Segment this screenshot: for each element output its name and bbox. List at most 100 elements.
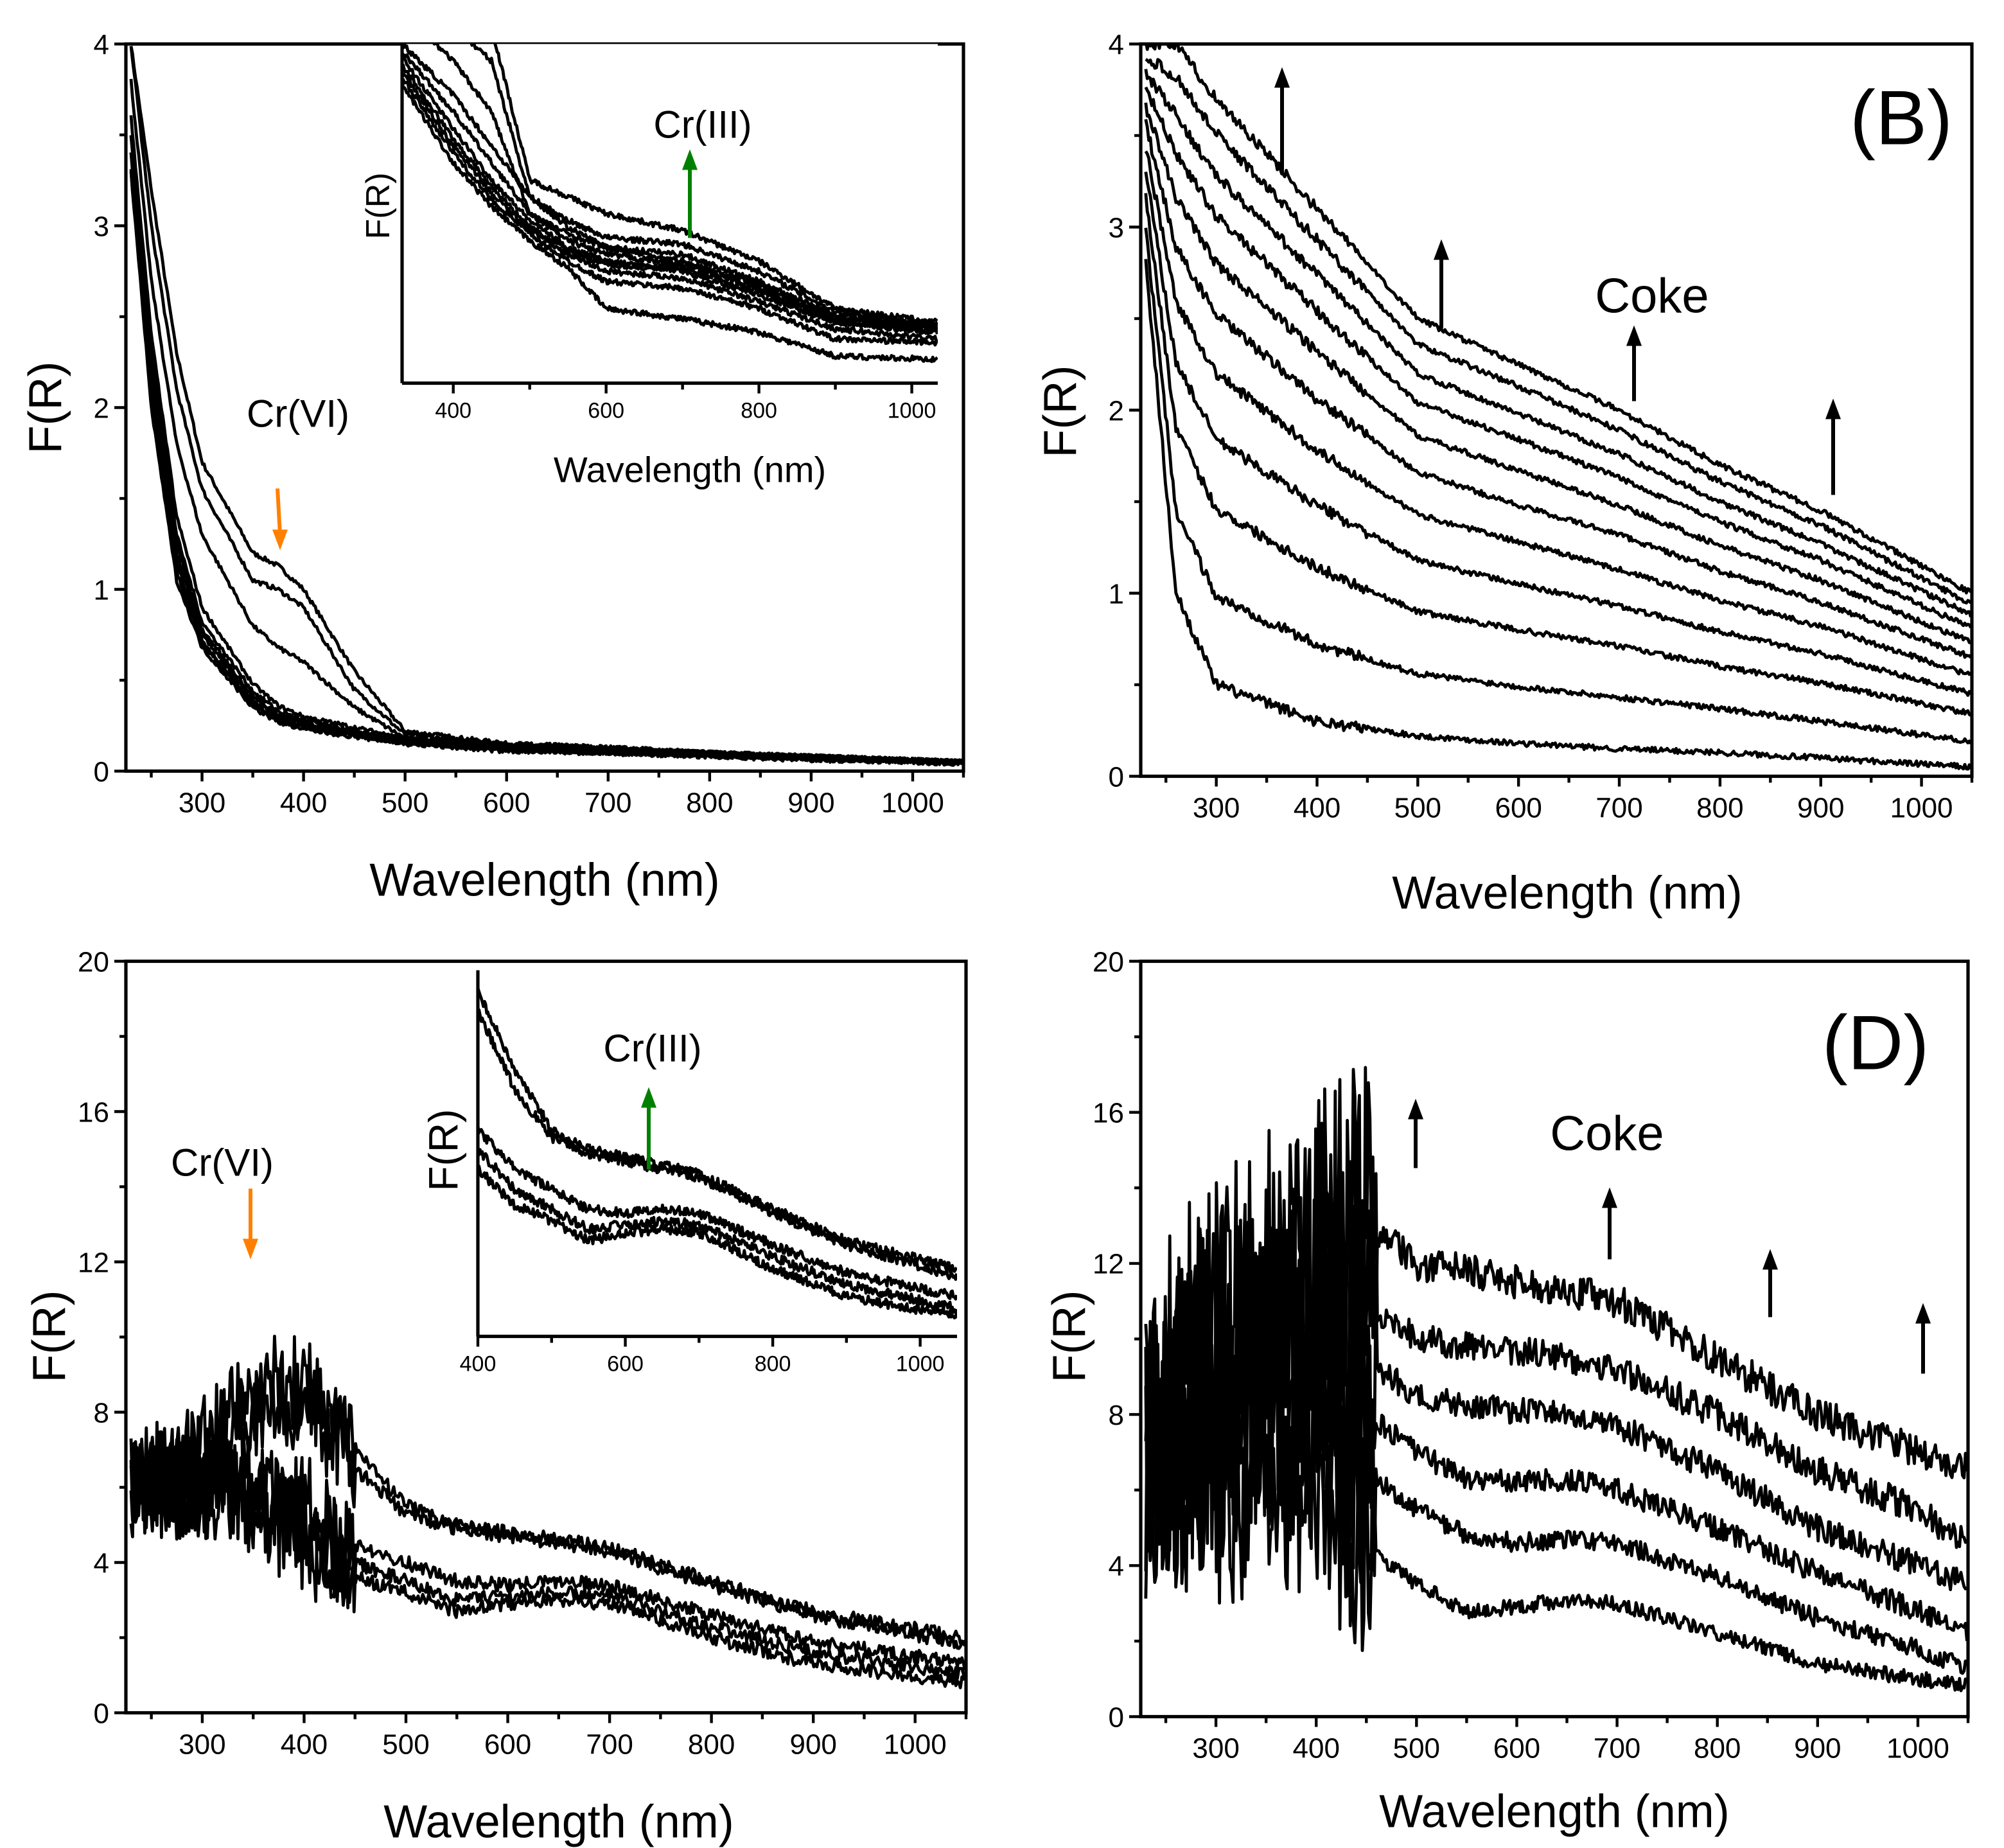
x-tick-label: 700 [1594,1733,1640,1764]
x-tick-label: 1000 [884,1729,947,1761]
x-tick-label: 700 [584,788,631,819]
series-line-i9 [402,78,938,347]
x-tick-label: 500 [382,788,428,819]
annotation-label: Cr(III) [603,1027,701,1070]
panel-a [114,42,965,782]
series-line-i10 [402,82,938,364]
series-line-b2 [1144,227,1972,744]
x-tick-label: 400 [281,1729,328,1761]
curves-C [129,1334,966,1689]
x-tick-label: 900 [1794,1733,1841,1764]
y-tick-label: 16 [78,1096,109,1128]
x-tick-label: 400 [1293,1733,1340,1764]
annotation-arrow [243,1188,258,1260]
y-tick-label: 4 [1109,29,1124,60]
coke-arrow [1915,1303,1931,1374]
x-tick-label: 400 [1294,793,1340,824]
y-tick-label: 12 [1093,1249,1124,1280]
coke-arrow-head [1602,1187,1617,1208]
series-line-c3 [129,1436,966,1671]
x-tick-label: 900 [787,788,834,819]
curves-C-inset [478,987,957,1320]
x-axis-label: Wavelength (nm) [554,450,826,490]
series-line-c4 [478,1148,957,1314]
x-tick-label: 900 [789,1729,836,1761]
x-tick-label: 600 [484,1729,531,1761]
x-tick-label: 400 [460,1352,497,1377]
series-line-b9 [1144,69,1972,618]
series-line-s10 [129,169,963,767]
annotation-arrow-head [641,1087,656,1108]
coke-arrow-head [1825,398,1841,419]
x-tick-label: 700 [586,1729,633,1761]
x-tick-label: 1000 [888,399,936,423]
series-line-i5 [402,52,938,333]
panel-c-inset [476,970,957,1347]
y-tick-label: 0 [1109,1702,1124,1733]
x-tick-label: 600 [588,399,624,423]
series-line-c3 [478,1125,957,1301]
y-tick-label: 4 [1109,1551,1124,1582]
x-tick-label: 800 [741,399,777,423]
x-tick-label: 800 [1694,1733,1741,1764]
annotation-label: Cr(III) [653,103,752,146]
x-tick-label: 400 [435,399,471,423]
series-line-i3 [432,44,938,330]
x-tick-label: 800 [1696,793,1743,824]
series-line-i7 [402,64,938,335]
panel-b [1129,42,1974,787]
series-line-b11 [1145,44,1972,595]
coke-arrow-head [1915,1303,1931,1324]
series-line-b6 [1144,119,1972,659]
annotation-arrow [272,488,288,550]
annotation-arrow [641,1087,656,1170]
coke-arrow-head [1762,1249,1778,1270]
curves-A-inset [402,44,938,364]
y-tick-label: 3 [94,211,109,242]
x-tick-label: 300 [179,1729,225,1761]
x-tick-label: 900 [1797,793,1844,824]
x-axis-label: Wavelength (nm) [383,1797,734,1848]
series-line-c2 [129,1353,966,1650]
x-tick-label: 500 [1394,793,1441,824]
y-tick-label: 8 [1109,1400,1124,1431]
coke-arrow [1762,1249,1778,1317]
y-tick-label: 0 [1109,761,1124,793]
series-line-b10 [1145,58,1972,605]
series-line-c5 [129,1438,966,1689]
annotation-label: Cr(VI) [171,1141,274,1184]
x-tick-label: 1000 [881,788,944,819]
y-tick-label: 20 [1093,946,1124,978]
y-tick-label: 2 [1109,395,1124,427]
coke-arrow [1408,1098,1423,1168]
coke-arrow-head [1408,1098,1423,1120]
x-tick-label: 800 [755,1352,791,1377]
y-tick-label: 1 [94,574,109,606]
panel-label: (D) [1822,1000,1929,1086]
series-line-i6 [402,55,938,336]
y-axis-label: F(R) [20,362,71,454]
y-tick-label: 16 [1093,1098,1124,1129]
y-tick-label: 4 [94,1547,109,1579]
x-tick-label: 600 [483,788,530,819]
x-tick-label: 400 [280,788,327,819]
coke-arrow-head [1434,239,1449,260]
coke-label: Coke [1550,1107,1664,1161]
annotation-arrow-head [682,149,698,170]
coke-label: Coke [1595,269,1709,324]
x-tick-label: 1000 [1890,793,1953,824]
annotation-arrow-shaft [276,488,282,535]
annotation-arrow-head [243,1238,258,1260]
panel-a-inset [400,44,938,394]
y-axis-label: F(R) [1035,365,1086,458]
x-tick-label: 300 [1193,793,1240,824]
x-tick-label: 1000 [896,1352,945,1377]
panel-d [1129,959,1970,1727]
x-axis-label: Wavelength (nm) [1392,868,1743,919]
y-tick-label: 12 [78,1247,109,1278]
x-tick-label: 500 [1393,1733,1440,1764]
series-line-b1 [1144,259,1972,771]
coke-arrow-head [1274,67,1290,88]
series-line-d6 [1144,1377,1968,1693]
